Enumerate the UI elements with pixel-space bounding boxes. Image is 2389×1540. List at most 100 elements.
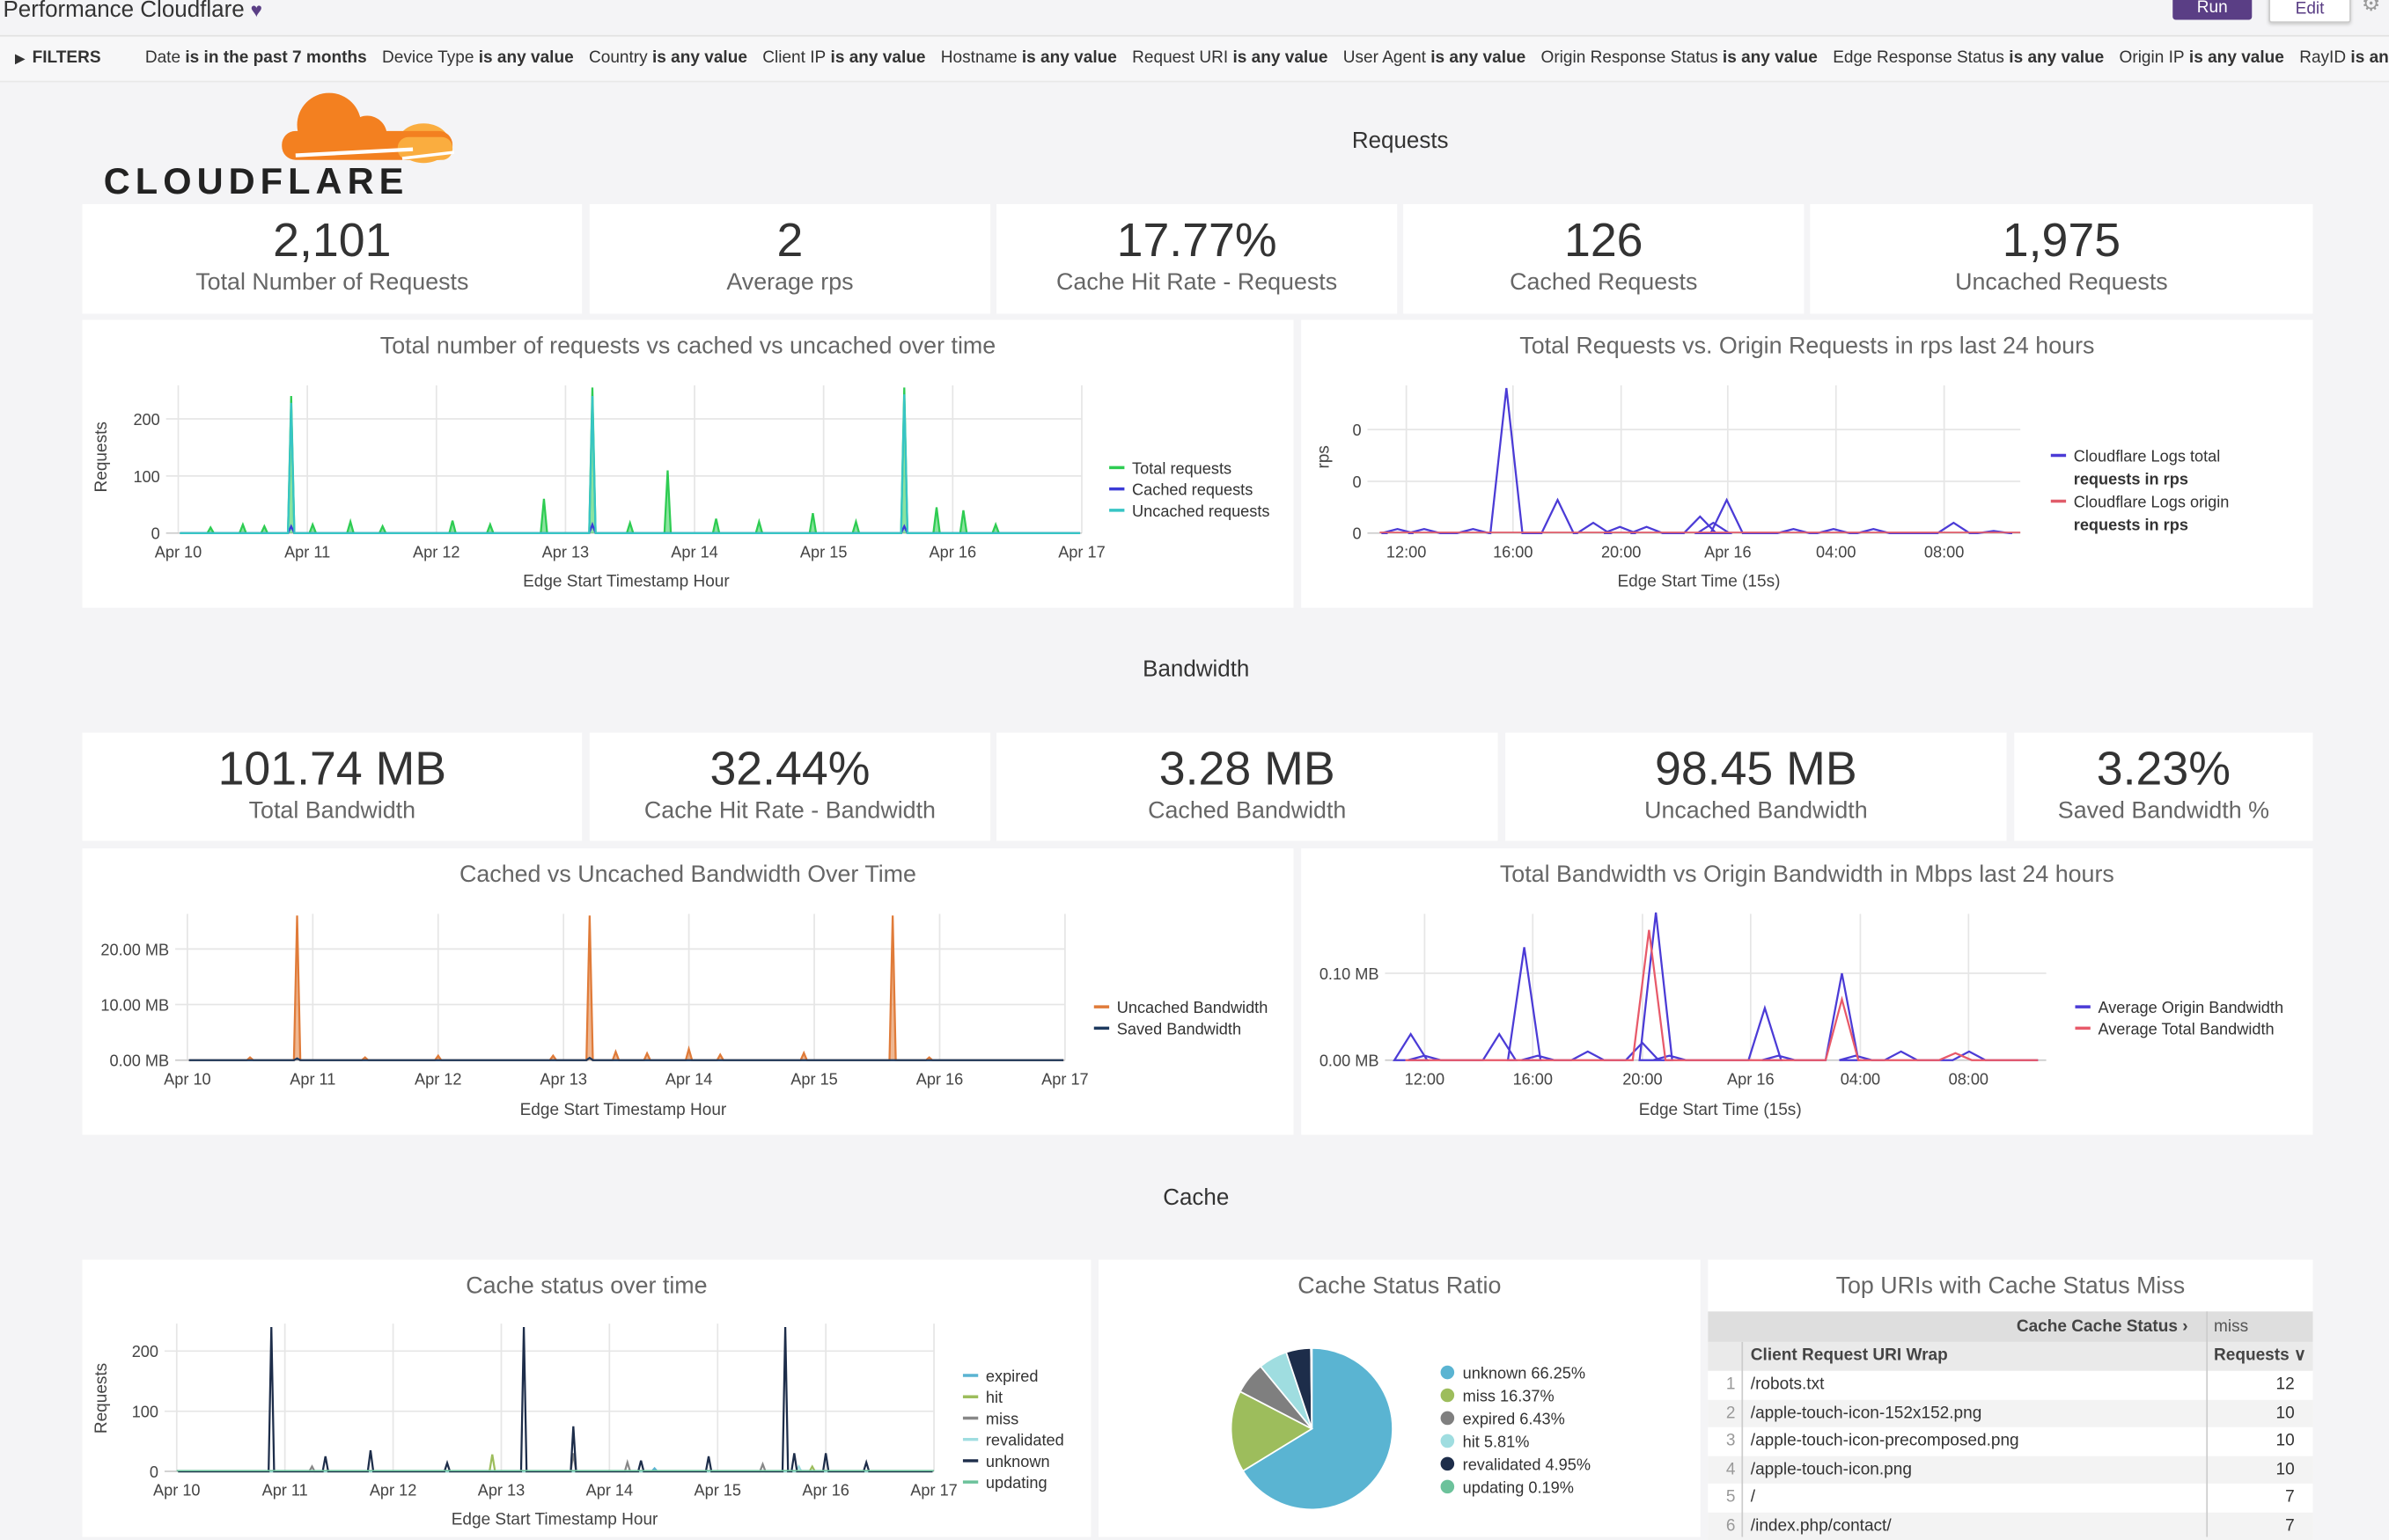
x-tick-label: 20:00 (1622, 1070, 1662, 1088)
x-tick-label: Apr 10 (153, 1482, 201, 1500)
x-tick-label: Apr 15 (800, 544, 847, 561)
legend-label: expired 6.43% (1463, 1410, 1565, 1427)
y-tick-label: 0 (1352, 422, 1361, 439)
series-area-uncached-bandwidth (189, 915, 1064, 1060)
series-line-cloudflare-logs-total-requests-in-rps (1381, 388, 2012, 533)
chart-bandwidth_over_time: Apr 10 Apr 11 Apr 12 Apr 13 Apr 14 Apr 15 Apr … (100, 914, 1268, 1119)
series-line-total-requests (180, 387, 1080, 532)
legend-swatch (1441, 1412, 1455, 1426)
x-tick-label: Apr 14 (671, 544, 718, 561)
series-line-average-total-bandwidth (1406, 930, 2039, 1060)
x-tick-label: Apr 15 (695, 1482, 742, 1500)
legend-label: Total requests (1132, 459, 1231, 477)
legend-label: requests in rps (2074, 470, 2188, 488)
legend-swatch (1441, 1480, 1455, 1494)
legend-label: revalidated 4.95% (1463, 1456, 1591, 1473)
x-tick-label: 20:00 (1601, 544, 1641, 561)
legend-label: updating 0.19% (1463, 1478, 1574, 1496)
x-tick-label: 08:00 (1949, 1070, 1988, 1088)
x-tick-label: Apr 13 (542, 544, 590, 561)
x-tick-label: 08:00 (1924, 544, 1964, 561)
y-tick-label: 0.00 MB (1319, 1052, 1379, 1070)
x-tick-label: 16:00 (1493, 544, 1533, 561)
y-axis-label: rps (1314, 445, 1333, 468)
legend-label: miss (986, 1410, 1018, 1427)
y-tick-label: 10.00 MB (100, 996, 169, 1014)
legend-label: unknown 66.25% (1463, 1364, 1585, 1382)
x-axis-label: Edge Start Time (15s) (1617, 572, 1780, 590)
legend-swatch (1441, 1434, 1455, 1448)
y-tick-label: 0 (1352, 473, 1361, 491)
series-line-average-origin-bandwidth (1394, 913, 2038, 1060)
x-tick-label: Apr 12 (370, 1482, 417, 1500)
series-line-unknown (178, 1327, 932, 1471)
x-tick-label: 16:00 (1513, 1070, 1553, 1088)
legend-swatch (1441, 1366, 1455, 1380)
y-axis-label: Requests (92, 1363, 111, 1434)
series-line-hit (178, 1455, 932, 1471)
legend-label: Uncached requests (1132, 502, 1269, 520)
legend-label: Uncached Bandwidth (1117, 999, 1268, 1016)
y-axis-label: Requests (92, 422, 111, 492)
x-tick-label: Apr 11 (262, 1482, 308, 1500)
x-tick-label: Apr 14 (665, 1070, 713, 1088)
chart-cache_status_over_time: Apr 10 Apr 11 Apr 12 Apr 13 Apr 14 Apr 15 Apr … (92, 1324, 1064, 1529)
x-tick-label: Apr 17 (1041, 1070, 1089, 1088)
x-tick-label: Apr 16 (930, 544, 977, 561)
x-tick-label: 04:00 (1841, 1070, 1880, 1088)
x-tick-label: 12:00 (1405, 1070, 1444, 1088)
legend-label: unknown (986, 1453, 1050, 1470)
legend-label: Cached requests (1132, 481, 1253, 499)
x-tick-label: Apr 11 (290, 1070, 335, 1088)
legend-label: updating (986, 1474, 1047, 1492)
x-tick-label: 12:00 (1386, 544, 1426, 561)
x-tick-label: Apr 13 (478, 1482, 526, 1500)
legend-label: miss 16.37% (1463, 1387, 1555, 1404)
legend-swatch (1441, 1457, 1455, 1471)
x-tick-label: Apr 11 (284, 544, 330, 561)
y-tick-label: 0 (150, 1463, 158, 1481)
x-axis-label: Edge Start Timestamp Hour (452, 1511, 658, 1529)
legend-label: hit 5.81% (1463, 1433, 1530, 1450)
y-tick-label: 100 (133, 468, 159, 486)
x-tick-label: Apr 15 (790, 1070, 838, 1088)
pie-slice-updating (1311, 1348, 1312, 1429)
y-tick-label: 200 (132, 1343, 158, 1360)
x-tick-label: Apr 12 (415, 1070, 462, 1088)
x-axis-label: Edge Start Timestamp Hour (520, 1101, 727, 1119)
chart-cache-status-ratio: unknown 66.25% miss 16.37% expired 6.43% hi… (1231, 1348, 1591, 1509)
legend-label: Cloudflare Logs origin (2074, 493, 2230, 510)
x-axis-label: Edge Start Time (15s) (1639, 1101, 1802, 1119)
series-line-miss (178, 1453, 932, 1471)
x-tick-label: 04:00 (1816, 544, 1856, 561)
series-line-uncached-requests (180, 394, 1080, 533)
x-tick-label: Apr 13 (540, 1070, 587, 1088)
y-tick-label: 20.00 MB (100, 941, 169, 958)
legend-label: Average Total Bandwidth (2098, 1020, 2274, 1038)
y-tick-label: 0.10 MB (1319, 965, 1379, 983)
y-tick-label: 100 (132, 1404, 158, 1421)
legend-label: expired (986, 1368, 1039, 1385)
legend-label: revalidated (986, 1432, 1064, 1449)
x-tick-label: Apr 16 (802, 1482, 849, 1500)
x-axis-label: Edge Start Timestamp Hour (523, 572, 730, 590)
legend-swatch (1441, 1389, 1455, 1403)
y-tick-label: 200 (133, 411, 159, 429)
legend-label: requests in rps (2074, 516, 2188, 533)
x-tick-label: Apr 16 (1727, 1070, 1775, 1088)
legend-label: Cloudflare Logs total (2074, 447, 2221, 465)
series-area-total-requests (180, 387, 1080, 532)
x-tick-label: Apr 10 (164, 1070, 211, 1088)
x-tick-label: Apr 12 (413, 544, 460, 561)
chart-bandwidth_24h: 12:00 16:00 20:00 Apr 16 04:00 08:00 0.00 MB 0.… (1319, 913, 2283, 1119)
x-tick-label: Apr 17 (910, 1482, 958, 1500)
legend-label: Average Origin Bandwidth (2098, 999, 2283, 1016)
x-tick-label: Apr 16 (916, 1070, 964, 1088)
y-tick-label: 0.00 MB (110, 1052, 170, 1070)
x-tick-label: Apr 14 (586, 1482, 634, 1500)
y-tick-label: 0 (151, 525, 160, 543)
x-tick-label: Apr 17 (1058, 544, 1106, 561)
